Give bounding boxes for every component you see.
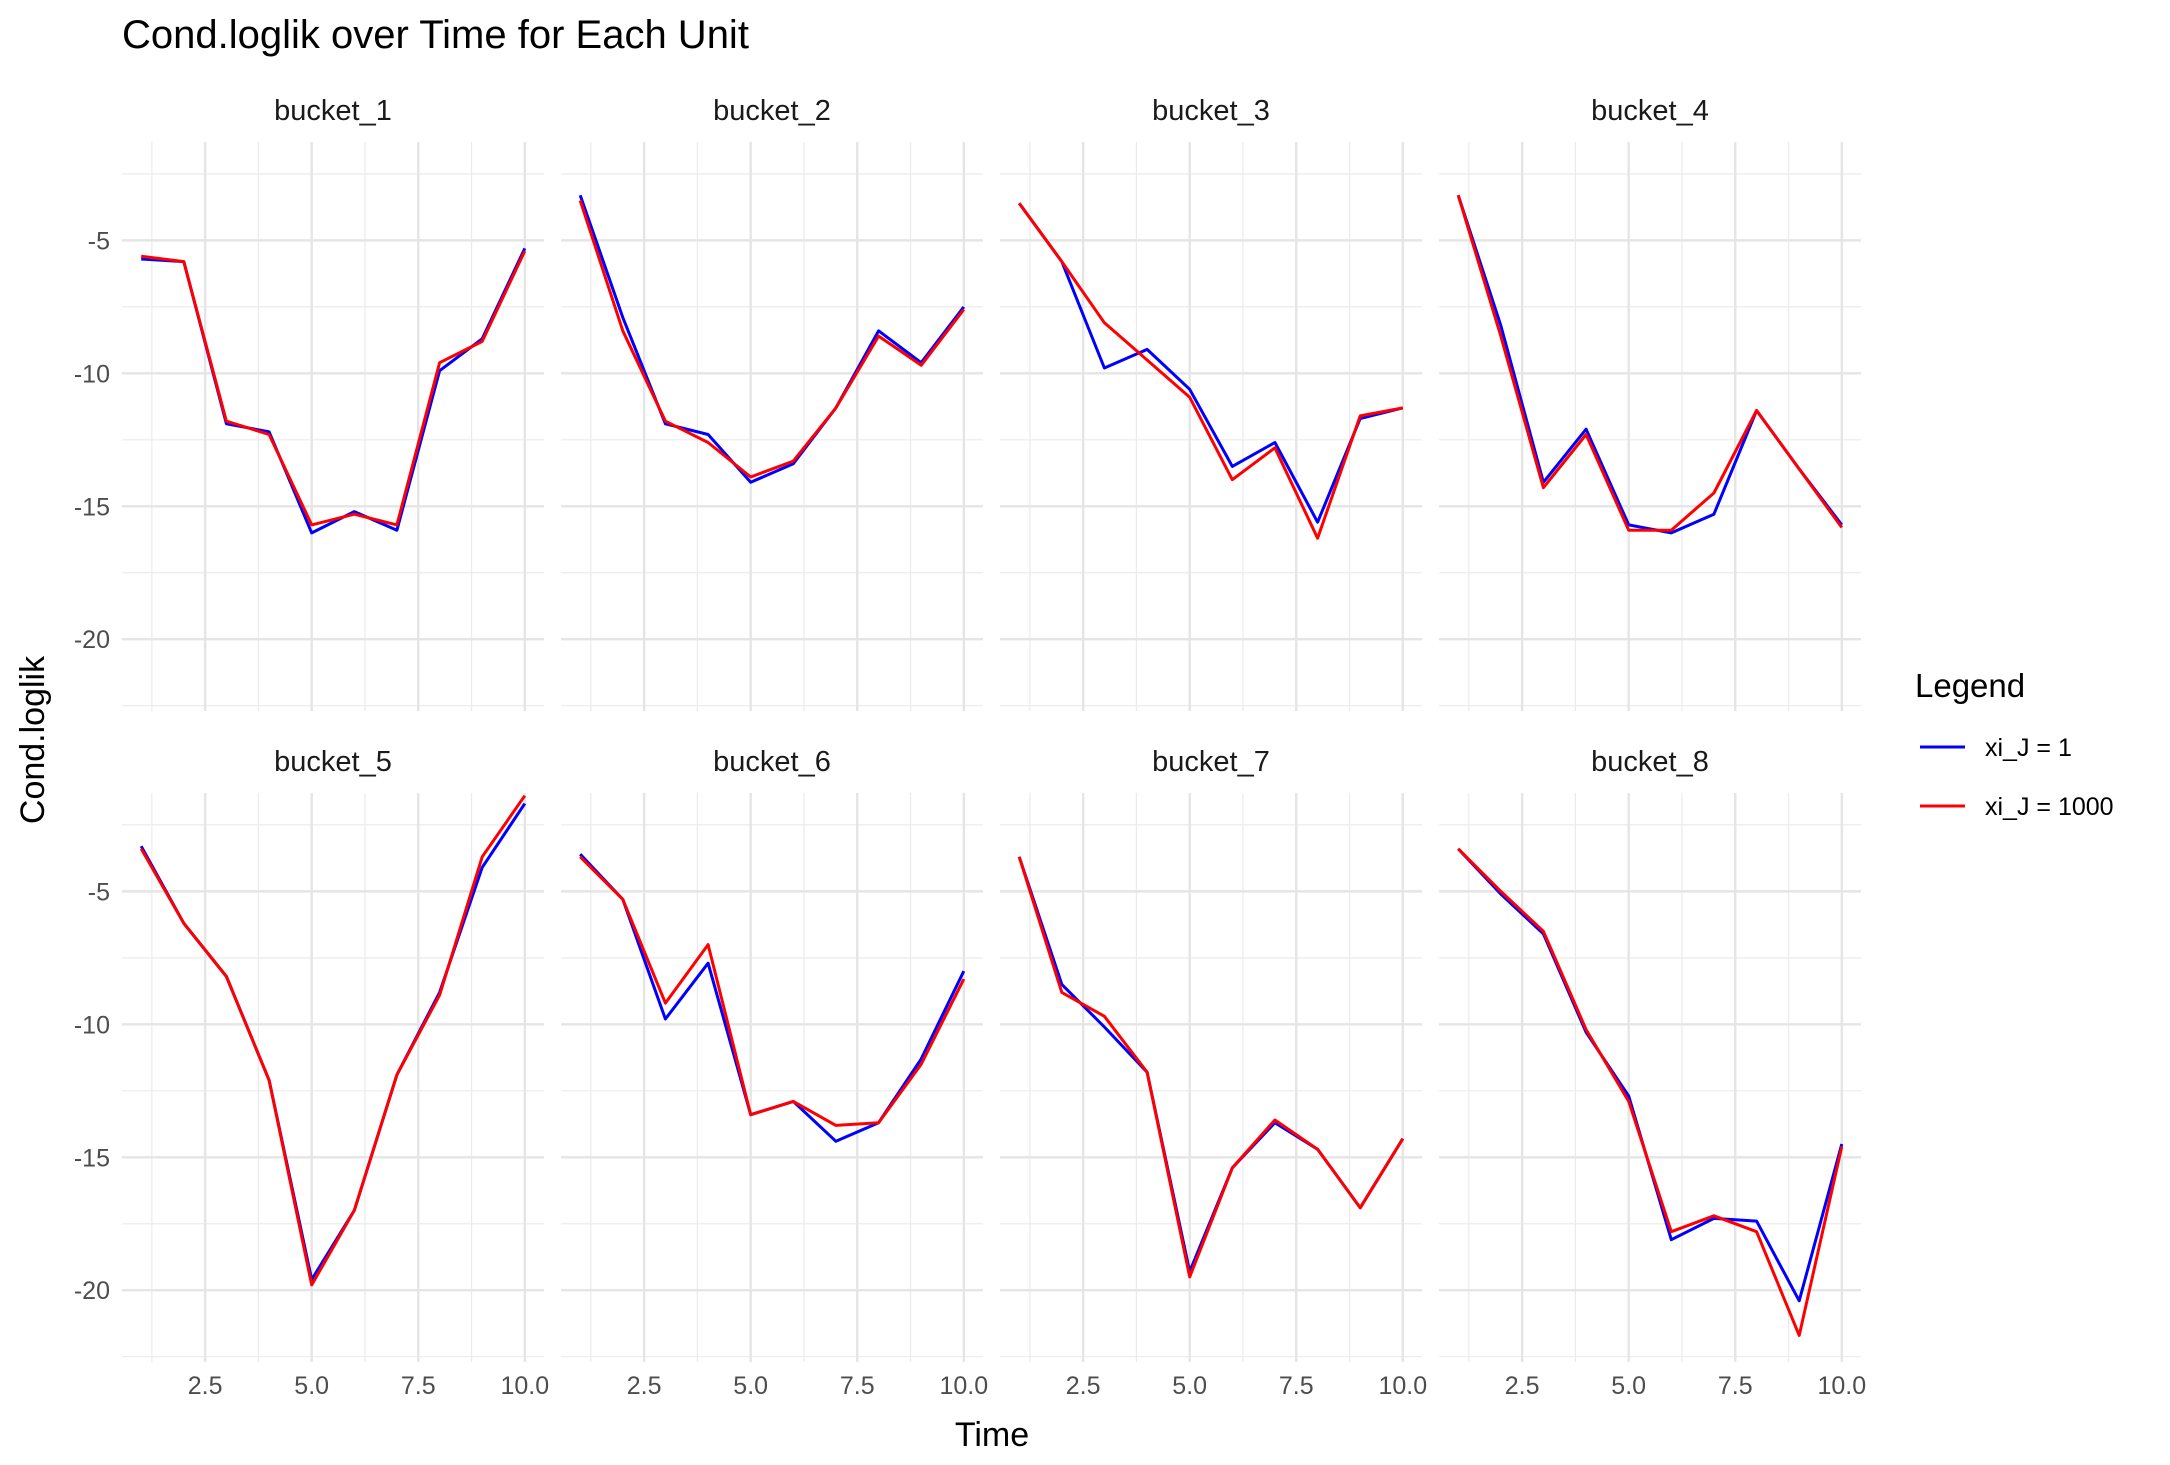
x-tick-label: 2.5 bbox=[627, 1372, 662, 1400]
y-axis-title: Cond.loglik bbox=[14, 655, 52, 824]
legend-title: Legend bbox=[1915, 667, 2025, 704]
x-axis-title: Time bbox=[955, 1416, 1029, 1454]
x-tick-label: 2.5 bbox=[1505, 1372, 1540, 1400]
series-line-bucket-6-xi-j-1 bbox=[579, 853, 966, 1143]
x-tick-label: 7.5 bbox=[401, 1372, 436, 1400]
x-tick-label: 5.0 bbox=[1611, 1372, 1646, 1400]
x-tick-label: 7.5 bbox=[1718, 1372, 1753, 1400]
y-tick-label: -5 bbox=[88, 878, 110, 906]
x-tick-label: 7.5 bbox=[840, 1372, 875, 1400]
legend-label-xi-j-1: xi_J = 1 bbox=[1985, 734, 2072, 762]
x-tick-label: 10.0 bbox=[1817, 1372, 1866, 1400]
x-tick-label: 7.5 bbox=[1279, 1372, 1314, 1400]
series-line-bucket-3-xi-j-1000 bbox=[1017, 202, 1404, 540]
y-tick-label: -15 bbox=[74, 493, 110, 521]
facet-strip-label: bucket_7 bbox=[1152, 746, 1270, 778]
facet-panel-bucket-6: bucket_6 2.5 5.0 7.5 10.0 bbox=[561, 746, 988, 1400]
facet-panel-bucket-4: bucket_4 bbox=[1439, 95, 1861, 711]
series-line-bucket-1-xi-j-1 bbox=[141, 247, 527, 535]
y-tick-label: -15 bbox=[74, 1144, 110, 1172]
y-tick-label: -10 bbox=[74, 1011, 110, 1039]
x-tick-label: 10.0 bbox=[500, 1372, 549, 1400]
facet-strip-label: bucket_2 bbox=[713, 95, 831, 127]
series-line-bucket-1-xi-j-1000 bbox=[141, 250, 527, 527]
facet-panel-bucket-1: bucket_1 -5 -10 -15 -20 bbox=[74, 95, 544, 711]
legend-label-xi-j-1000: xi_J = 1000 bbox=[1985, 793, 2114, 821]
facet-panel-bucket-8: bucket_8 2.5 5.0 7.5 10.0 bbox=[1439, 746, 1866, 1400]
y-tick-label: -10 bbox=[74, 360, 110, 388]
chart-title: Cond.loglik over Time for Each Unit bbox=[122, 13, 749, 57]
facet-strip-label: bucket_3 bbox=[1152, 95, 1270, 127]
x-tick-label: 10.0 bbox=[939, 1372, 988, 1400]
series-line-bucket-4-xi-j-1 bbox=[1456, 194, 1843, 535]
series-line-bucket-7-xi-j-1000 bbox=[1017, 856, 1405, 1279]
x-tick-label: 5.0 bbox=[294, 1372, 329, 1400]
x-tick-label: 5.0 bbox=[733, 1372, 768, 1400]
facet-panel-bucket-7: bucket_7 2.5 5.0 7.5 10.0 bbox=[1000, 746, 1427, 1400]
series-line-bucket-4-xi-j-1000 bbox=[1456, 194, 1844, 532]
y-tick-label: -5 bbox=[88, 227, 110, 255]
facet-strip-label: bucket_5 bbox=[274, 746, 392, 778]
series-line-bucket-6-xi-j-1000 bbox=[579, 855, 966, 1127]
facet-strip-label: bucket_8 bbox=[1591, 746, 1709, 778]
x-tick-label: 5.0 bbox=[1172, 1372, 1207, 1400]
series-line-bucket-2-xi-j-1000 bbox=[578, 200, 965, 479]
facet-panel-bucket-3: bucket_3 bbox=[1000, 95, 1422, 711]
x-tick-label: 2.5 bbox=[188, 1372, 223, 1400]
legend: Legend xi_J = 1 xi_J = 1000 bbox=[1915, 667, 2114, 821]
series-line-bucket-8-xi-j-1000 bbox=[1457, 847, 1844, 1337]
series-line-bucket-5-xi-j-1 bbox=[139, 802, 527, 1282]
facet-strip-label: bucket_4 bbox=[1591, 95, 1709, 127]
y-tick-label: -20 bbox=[74, 1277, 110, 1305]
series-line-bucket-5-xi-j-1000 bbox=[139, 794, 527, 1287]
facet-strip-label: bucket_1 bbox=[274, 95, 392, 127]
facet-panel-bucket-5: bucket_5 -5 -10 -15 -20 2.5 5.0 7.5 10.0 bbox=[74, 746, 549, 1400]
series-line-bucket-2-xi-j-1 bbox=[578, 194, 965, 484]
series-line-bucket-7-xi-j-1 bbox=[1017, 856, 1405, 1274]
x-tick-label: 2.5 bbox=[1066, 1372, 1101, 1400]
y-tick-label: -20 bbox=[74, 626, 110, 654]
facet-panel-bucket-2: bucket_2 bbox=[561, 95, 983, 711]
x-tick-label: 10.0 bbox=[1378, 1372, 1427, 1400]
series-line-bucket-3-xi-j-1 bbox=[1017, 202, 1404, 524]
facet-strip-label: bucket_6 bbox=[713, 746, 831, 778]
series-line-bucket-8-xi-j-1 bbox=[1457, 847, 1844, 1303]
